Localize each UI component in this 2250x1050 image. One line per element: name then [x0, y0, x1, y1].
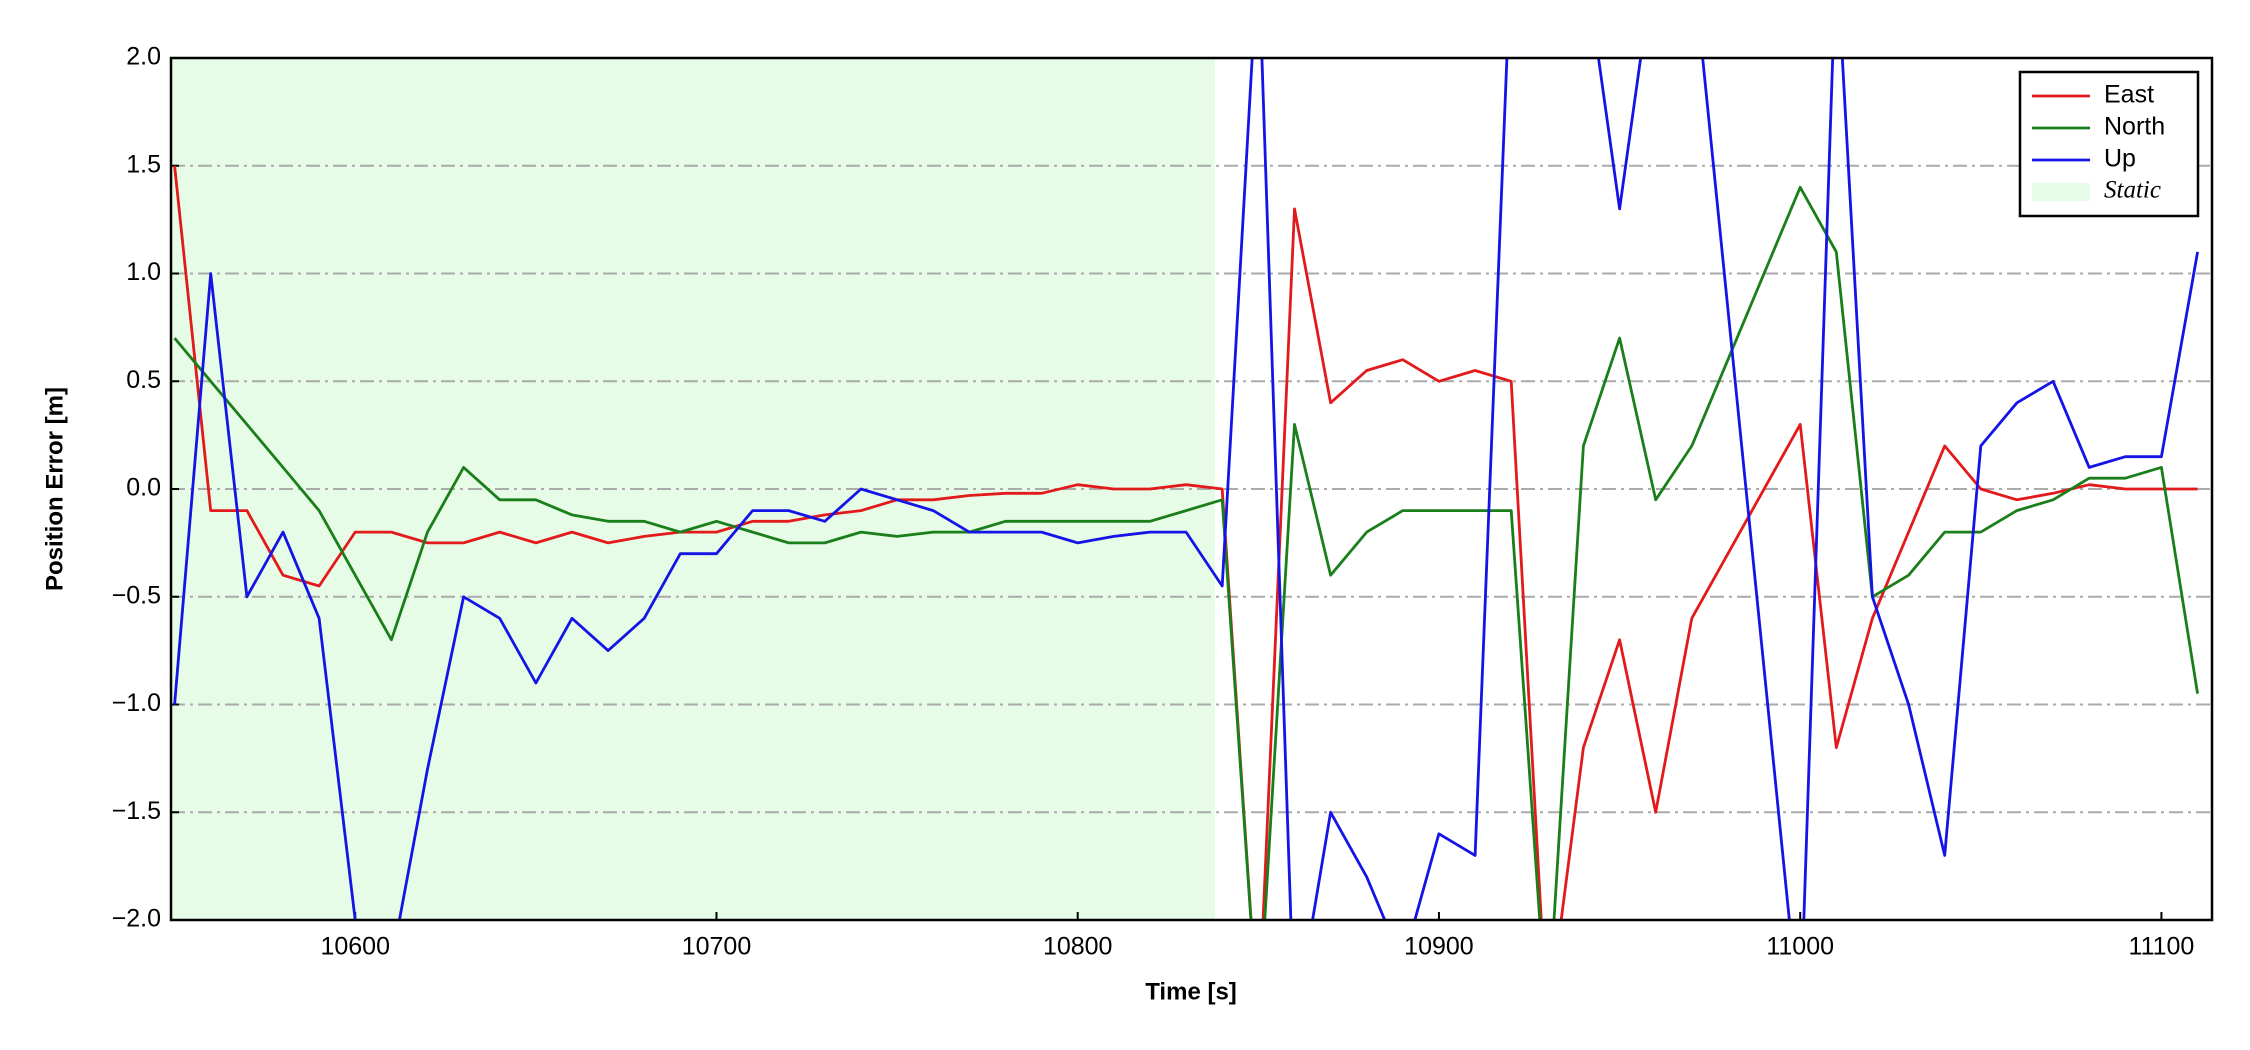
y-tick-label: −0.5 [112, 581, 161, 609]
legend-label: North [2104, 113, 2165, 141]
legend-label: Static [2104, 177, 2161, 204]
x-tick-label: 11100 [2129, 933, 2195, 961]
x-tick-label: 10600 [320, 933, 390, 961]
plot-area [173, 58, 2199, 920]
x-tick-label: 10700 [682, 933, 752, 961]
y-tick-label: 2.0 [126, 43, 161, 71]
x-tick-label: 11000 [1766, 933, 1834, 961]
y-tick-label: 0.0 [126, 474, 161, 502]
legend-label: Up [2104, 145, 2136, 173]
x-tick-label: 10900 [1404, 933, 1474, 961]
y-tick-label: 0.5 [126, 366, 161, 394]
legend-label: East [2104, 81, 2154, 109]
plot-frame [169, 56, 2214, 922]
series-line [173, 165, 2198, 920]
y-tick-label: −1.5 [112, 797, 161, 825]
x-tick-label: 10800 [1043, 933, 1113, 961]
x-axis-label: Time [s] [1145, 978, 1237, 1005]
y-tick-label: −1.0 [112, 689, 161, 717]
y-tick-label: 1.0 [126, 258, 161, 286]
y-tick-label: −2.0 [112, 905, 161, 933]
legend-swatch [2032, 183, 2090, 201]
series-line [173, 58, 2199, 920]
y-axis-label: Position Error [m] [41, 387, 68, 591]
y-tick-label: 1.5 [126, 150, 161, 178]
